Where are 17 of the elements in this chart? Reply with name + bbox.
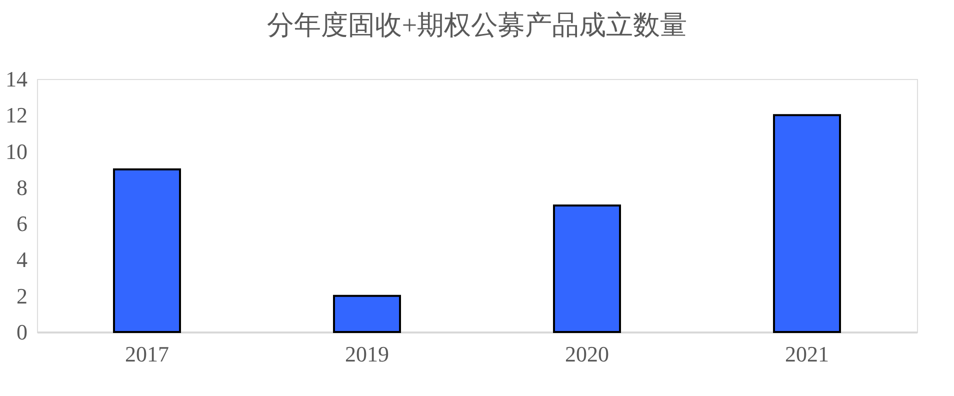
bar xyxy=(773,114,841,333)
y-tick-label: 10 xyxy=(6,138,28,164)
y-tick-label: 2 xyxy=(16,283,28,308)
x-tick-label: 2019 xyxy=(345,342,389,366)
y-tick-label: 14 xyxy=(6,66,28,92)
y-tick-label: 8 xyxy=(16,174,28,200)
x-tick-label: 2020 xyxy=(565,342,609,366)
y-tick-label: 4 xyxy=(16,247,28,272)
bar xyxy=(553,204,621,333)
y-tick-label: 0 xyxy=(16,320,28,344)
x-tick-label: 2021 xyxy=(785,342,829,366)
y-tick-label: 12 xyxy=(6,102,28,128)
bar xyxy=(113,168,181,333)
y-tick-label: 6 xyxy=(16,211,28,236)
chart-title: 分年度固收+期权公募产品成立数量 xyxy=(266,10,688,40)
x-tick-label: 2017 xyxy=(125,342,169,366)
bar xyxy=(333,294,401,333)
